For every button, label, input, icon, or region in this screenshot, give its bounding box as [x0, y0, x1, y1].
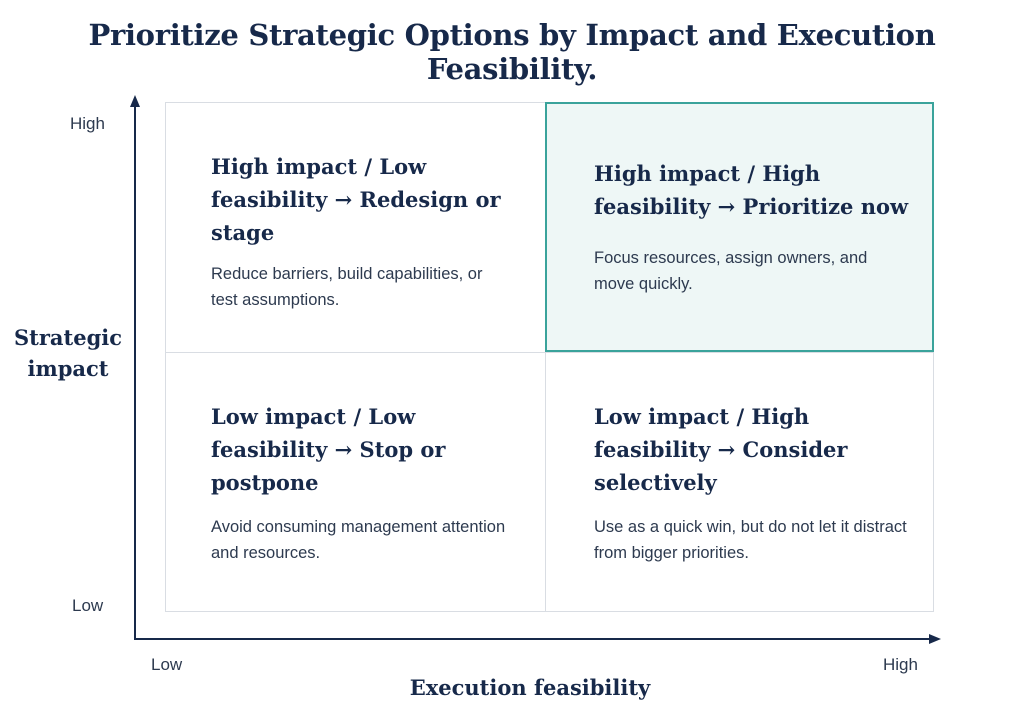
y-axis-low-label: Low: [72, 596, 104, 615]
quadrant-heading: High impact / Low feasibility → Redesign…: [211, 154, 501, 245]
y-axis-high-label: High: [70, 114, 105, 133]
y-axis-arrowhead: [130, 95, 140, 107]
quadrant-heading: Low impact / High feasibility → Consider…: [594, 404, 848, 495]
quadrant-description: Reduce barriers, build capabilities, or …: [211, 265, 483, 309]
quadrant-low-impact-low-feasibility: Low impact / Low feasibility → Stop or p…: [165, 352, 546, 612]
quadrant-heading: High impact / High feasibility → Priorit…: [594, 161, 909, 219]
quadrant-heading: Low impact / Low feasibility → Stop or p…: [211, 404, 446, 495]
quadrant-high-impact-high-feasibility: High impact / High feasibility → Priorit…: [545, 102, 934, 352]
quadrant-description: Focus resources, assign owners, and move…: [594, 249, 868, 293]
page-title: Prioritize Strategic Options by Impact a…: [88, 18, 936, 86]
x-axis-low-label: Low: [151, 655, 183, 674]
x-axis-title: Execution feasibility: [409, 675, 651, 700]
x-axis-high-label: High: [883, 655, 918, 674]
y-axis-title: Strategic impact: [13, 325, 123, 381]
quadrant-description: Avoid consuming management attention and…: [211, 518, 506, 562]
quadrant-description: Use as a quick win, but do not let it di…: [594, 518, 907, 562]
x-axis-arrowhead: [929, 634, 941, 644]
quadrant-low-impact-high-feasibility: Low impact / High feasibility → Consider…: [545, 352, 934, 612]
quadrant-high-impact-low-feasibility: High impact / Low feasibility → Redesign…: [165, 102, 546, 354]
